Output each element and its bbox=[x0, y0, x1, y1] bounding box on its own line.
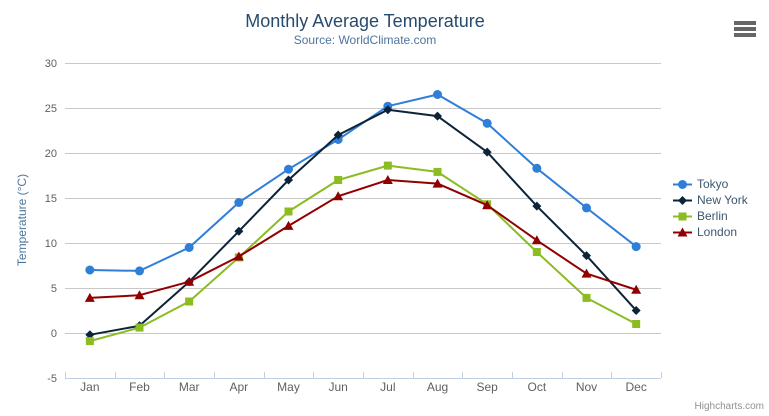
london-point-mar[interactable] bbox=[184, 276, 195, 286]
x-axis-label-jun: Jun bbox=[328, 380, 347, 394]
tokyo-legend-marker-icon bbox=[673, 179, 692, 189]
tokyo-point-feb[interactable] bbox=[135, 266, 144, 276]
london-point-oct[interactable] bbox=[531, 235, 542, 245]
x-axis-label-mar: Mar bbox=[179, 380, 200, 394]
berlin-line[interactable] bbox=[88, 164, 638, 343]
hamburger-icon bbox=[734, 21, 756, 37]
new-york-point-aug[interactable] bbox=[433, 111, 442, 121]
legend-item-new-york[interactable]: New York bbox=[673, 192, 748, 208]
chart-subtitle: Source: WorldClimate.com bbox=[293, 33, 437, 47]
x-axis-label-jul: Jul bbox=[380, 380, 395, 394]
tokyo-point-sep[interactable] bbox=[482, 118, 492, 128]
london-point-jul[interactable] bbox=[382, 175, 393, 184]
tokyo-point-nov[interactable] bbox=[582, 203, 591, 213]
legend-label-london: London bbox=[697, 225, 738, 239]
chart-title: Monthly Average Temperature bbox=[245, 11, 485, 31]
new-york-point-nov[interactable] bbox=[582, 251, 591, 261]
london-legend-marker-icon bbox=[673, 227, 692, 236]
new-york-point-oct[interactable] bbox=[532, 201, 542, 211]
london-point-aug[interactable] bbox=[432, 178, 443, 188]
export-menu-button[interactable] bbox=[734, 21, 756, 37]
y-axis-label--5: -5 bbox=[47, 373, 57, 385]
new-york-point-apr[interactable] bbox=[234, 226, 244, 236]
new-york-point-jan[interactable] bbox=[85, 330, 95, 340]
berlin-point-mar[interactable] bbox=[185, 297, 194, 306]
tokyo-point-apr[interactable] bbox=[234, 198, 244, 207]
london-point-sep[interactable] bbox=[482, 200, 493, 210]
tokyo-point-oct[interactable] bbox=[532, 163, 542, 173]
new-york-point-dec[interactable] bbox=[631, 306, 641, 315]
new-york-legend-marker-icon bbox=[673, 195, 692, 205]
legend-label-tokyo: Tokyo bbox=[697, 177, 729, 191]
new-york-line[interactable] bbox=[88, 108, 638, 336]
berlin-point-aug[interactable] bbox=[433, 167, 442, 176]
y-axis-label-0: 0 bbox=[51, 328, 57, 340]
x-axis-label-jan: Jan bbox=[80, 380, 99, 394]
x-axis-label-apr: Apr bbox=[229, 380, 248, 394]
new-york-point-may[interactable] bbox=[284, 175, 293, 185]
berlin-legend-marker-icon bbox=[673, 212, 692, 220]
berlin-point-may[interactable] bbox=[284, 207, 293, 216]
y-axis-label-20: 20 bbox=[45, 148, 57, 160]
berlin-point-jul[interactable] bbox=[383, 161, 392, 170]
london-point-feb[interactable] bbox=[134, 290, 145, 300]
berlin-point-nov[interactable] bbox=[582, 293, 591, 302]
legend-label-berlin: Berlin bbox=[697, 209, 728, 223]
tokyo-point-aug[interactable] bbox=[433, 90, 442, 99]
berlin-point-dec[interactable] bbox=[632, 320, 641, 328]
x-axis-label-oct: Oct bbox=[527, 380, 546, 394]
london-point-may[interactable] bbox=[283, 220, 294, 230]
new-york-point-jul[interactable] bbox=[383, 105, 393, 115]
y-axis-label-5: 5 bbox=[51, 283, 57, 295]
x-axis-label-sep: Sep bbox=[476, 380, 498, 394]
x-axis-label-feb: Feb bbox=[129, 380, 150, 394]
london-point-apr[interactable] bbox=[233, 251, 244, 261]
legend-item-tokyo[interactable]: Tokyo bbox=[673, 176, 748, 192]
x-axis-label-dec: Dec bbox=[625, 380, 646, 394]
london-legend-marker[interactable] bbox=[677, 227, 688, 236]
london-point-nov[interactable] bbox=[581, 268, 592, 278]
legend-item-london[interactable]: London bbox=[673, 224, 748, 240]
berlin-point-feb[interactable] bbox=[135, 323, 144, 332]
new-york-point-jun[interactable] bbox=[333, 130, 343, 140]
new-york-point-sep[interactable] bbox=[482, 147, 492, 157]
x-axis-label-aug: Aug bbox=[427, 380, 448, 394]
tokyo-point-may[interactable] bbox=[284, 164, 293, 174]
london-point-dec[interactable] bbox=[631, 284, 642, 294]
berlin-point-oct[interactable] bbox=[532, 248, 541, 256]
tokyo-point-dec[interactable] bbox=[631, 242, 641, 252]
tokyo-point-mar[interactable] bbox=[184, 243, 194, 252]
legend-label-new-york: New York bbox=[697, 193, 748, 207]
y-axis-label-15: 15 bbox=[45, 193, 57, 205]
berlin-point-jan[interactable] bbox=[85, 337, 94, 346]
tokyo-point-jan[interactable] bbox=[85, 265, 95, 275]
y-axis-label-10: 10 bbox=[45, 238, 57, 250]
tokyo-line[interactable] bbox=[88, 93, 638, 272]
new-york-legend-marker[interactable] bbox=[678, 195, 687, 205]
london-point-jun[interactable] bbox=[333, 191, 344, 201]
y-axis-label-25: 25 bbox=[45, 103, 57, 115]
berlin-legend-marker[interactable] bbox=[678, 212, 687, 220]
london-line[interactable] bbox=[88, 179, 638, 299]
berlin-point-jun[interactable] bbox=[334, 176, 343, 184]
legend-item-berlin[interactable]: Berlin bbox=[673, 208, 748, 224]
credits-link[interactable]: Highcharts.com bbox=[694, 401, 764, 412]
london-point-jan[interactable] bbox=[84, 292, 95, 302]
x-axis-label-nov: Nov bbox=[576, 380, 597, 394]
y-axis-label-30: 30 bbox=[45, 58, 57, 70]
x-axis-label-may: May bbox=[277, 380, 300, 394]
legend: Tokyo New York Berlin London bbox=[673, 176, 748, 240]
tokyo-legend-marker[interactable] bbox=[678, 179, 687, 189]
